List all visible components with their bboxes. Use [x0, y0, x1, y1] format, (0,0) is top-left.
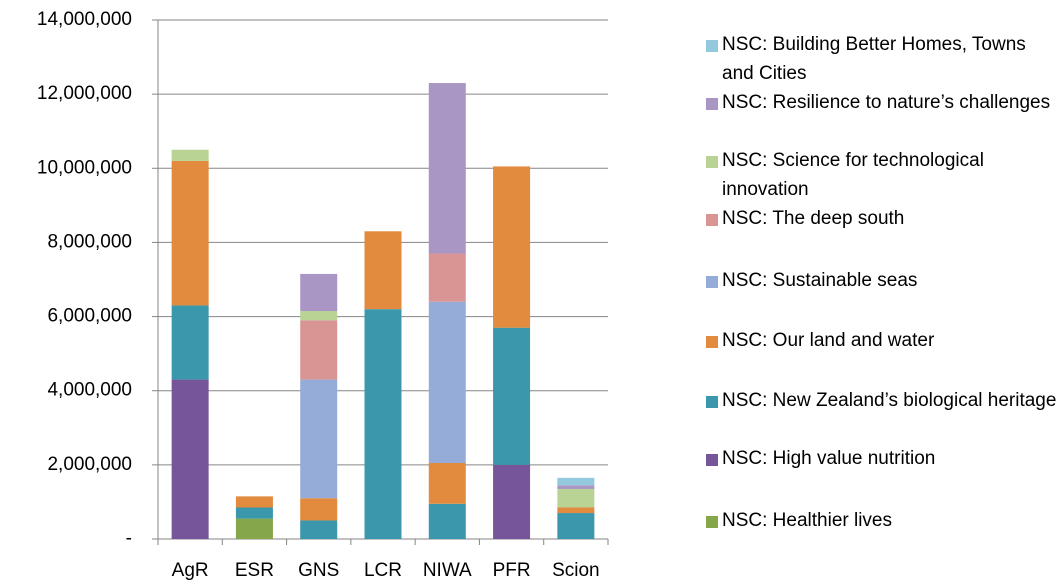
- bar-segment: [235, 518, 273, 539]
- bar-segment: [300, 311, 338, 321]
- y-tick-label: 4,000,000: [47, 380, 132, 401]
- bar-segment: [557, 477, 595, 486]
- y-tick-label: 14,000,000: [37, 9, 132, 30]
- legend-label: NSC: Building Better Homes, Towns and Ci…: [722, 34, 1026, 84]
- y-tick-label: 2,000,000: [47, 454, 132, 475]
- legend-label: NSC: New Zealand’s biological heritage: [722, 390, 1057, 411]
- bar-segment: [300, 320, 338, 380]
- legend-entry: NSC: Sustainable seas: [700, 266, 1060, 324]
- legend-entry: NSC: Resilience to nature’s challenges: [700, 88, 1060, 146]
- bar-segment: [428, 253, 466, 302]
- bar-segment: [428, 503, 466, 539]
- legend-label: NSC: The deep south: [722, 208, 905, 229]
- bar-segment: [557, 513, 595, 539]
- legend-swatch: [706, 516, 718, 528]
- legend-entry: NSC: The deep south: [700, 204, 1060, 262]
- bar-segment: [235, 507, 273, 519]
- bar-segment: [235, 496, 273, 508]
- bar-segment: [300, 520, 338, 539]
- bar-segment: [493, 464, 531, 539]
- legend-swatch: [706, 336, 718, 348]
- legend-label: NSC: Healthier lives: [722, 510, 892, 531]
- legend-swatch: [706, 156, 718, 168]
- legend-entry: NSC: Building Better Homes, Towns and Ci…: [700, 30, 1060, 88]
- legend-swatch: [706, 396, 718, 408]
- bar-segment: [557, 507, 595, 514]
- legend-swatch: [706, 276, 718, 288]
- legend-label: NSC: Our land and water: [722, 330, 935, 351]
- bar-segment: [171, 379, 209, 539]
- legend-entry: NSC: Our land and water: [700, 326, 1060, 384]
- legend-entry: NSC: High value nutrition: [700, 444, 1060, 502]
- legend-entry: NSC: Healthier lives: [700, 506, 1060, 564]
- x-tick-label: Scion: [552, 560, 600, 581]
- x-tick-label: PFR: [493, 560, 531, 581]
- legend-entry: NSC: New Zealand’s biological heritage: [700, 386, 1060, 444]
- bar-segment: [171, 160, 209, 306]
- bar-segment: [171, 305, 209, 380]
- legend-label: NSC: Science for technological innovatio…: [722, 150, 984, 200]
- legend-label: NSC: Resilience to nature’s challenges: [722, 92, 1051, 113]
- legend-entry: NSC: Science for technological innovatio…: [700, 146, 1060, 204]
- bar-segment: [300, 273, 338, 312]
- legend-swatch: [706, 98, 718, 110]
- y-tick-label: 12,000,000: [37, 83, 132, 104]
- legend-swatch: [706, 454, 718, 466]
- bar-segment: [493, 166, 531, 328]
- legend-swatch: [706, 40, 718, 52]
- bar-segment: [428, 463, 466, 504]
- bar-segment: [364, 309, 402, 539]
- bar-segment: [171, 149, 209, 161]
- bar-segment: [557, 485, 595, 489]
- y-tick-label: 10,000,000: [37, 157, 132, 178]
- x-tick-label: ESR: [235, 560, 274, 581]
- bar-segment: [300, 379, 338, 499]
- bar-segment: [557, 488, 595, 508]
- y-tick-label: 6,000,000: [47, 306, 132, 327]
- bar-segment: [428, 83, 466, 254]
- legend-label: NSC: High value nutrition: [722, 448, 936, 469]
- x-tick-label: NIWA: [423, 560, 472, 581]
- bar-segment: [428, 301, 466, 464]
- bar-segment: [493, 327, 531, 465]
- x-tick-label: GNS: [298, 560, 339, 581]
- x-tick-label: AgR: [172, 560, 209, 581]
- y-tick-label: -: [126, 528, 132, 549]
- bar-segment: [364, 231, 402, 310]
- legend-label: NSC: Sustainable seas: [722, 270, 918, 291]
- bar-segment: [300, 498, 338, 521]
- legend-swatch: [706, 214, 718, 226]
- y-tick-label: 8,000,000: [47, 231, 132, 252]
- x-tick-label: LCR: [364, 560, 402, 581]
